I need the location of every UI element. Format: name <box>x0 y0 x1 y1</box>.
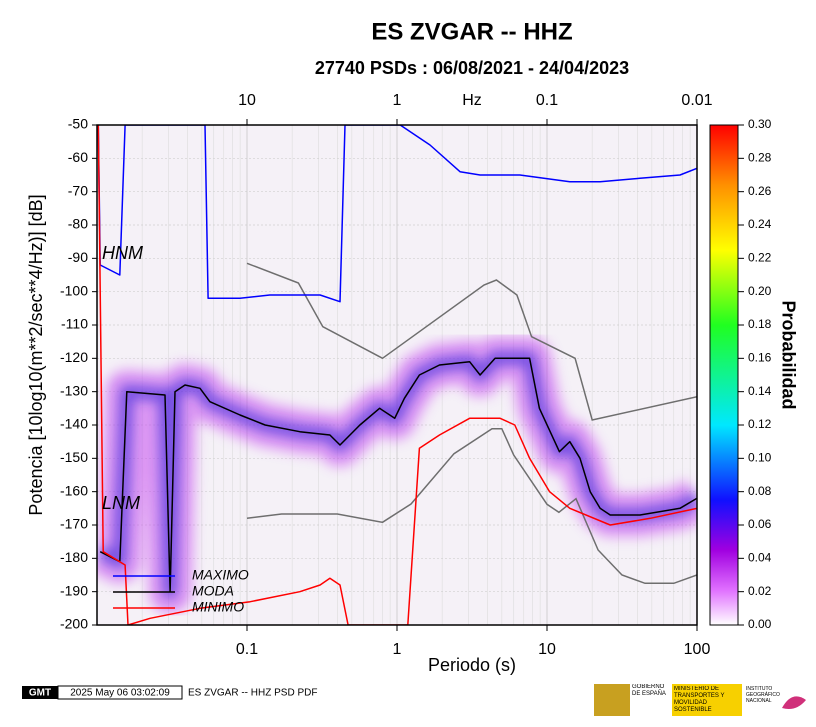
x-tick-label: 10 <box>538 641 556 658</box>
colorbar-tick-label: 0.20 <box>748 284 772 298</box>
y-tick-label: -110 <box>61 316 88 332</box>
top-tick-label: 0.01 <box>681 92 712 109</box>
y-tick-label: -150 <box>60 449 88 465</box>
timestamp: 2025 May 06 03:02:09 <box>70 688 170 699</box>
gov-box: GOBIERNO DE ESPAÑA <box>632 684 666 697</box>
colorbar-tick-label: 0.06 <box>748 517 772 531</box>
y-tick-label: -160 <box>60 482 88 498</box>
gov-text: GOBIERNO DE ESPAÑA <box>632 684 666 697</box>
series-line <box>97 125 697 625</box>
colorbar-tick-label: 0.14 <box>748 384 772 398</box>
series-line <box>99 357 697 593</box>
legend-label: MODA <box>192 583 234 599</box>
y-tick-label: -70 <box>68 182 88 198</box>
colorbar-tick-label: 0.04 <box>748 551 772 565</box>
y-axis-label: Potencia [10log10(m**2/sec**4/Hz)] [dB] <box>26 194 46 515</box>
colorbar-tick-label: 0.24 <box>748 217 772 231</box>
legend-label: MINIMO <box>192 599 244 615</box>
ministry-box: MINISTERIO DE TRANSPORTES Y MOVILIDAD SO… <box>674 686 725 713</box>
chart-title: ES ZVGAR -- HHZ <box>371 18 572 45</box>
timestamp-box <box>57 685 183 700</box>
y-tick-label: -200 <box>60 616 88 632</box>
colorbar-tick-label: 0.26 <box>748 184 772 198</box>
colorbar-tick-label: 0.08 <box>748 484 772 498</box>
y-tick-label: -170 <box>60 516 88 532</box>
ministry-band <box>672 684 742 716</box>
legend-label: MAXIMO <box>192 567 249 583</box>
noise-model <box>246 427 697 585</box>
colorbar-tick-label: 0.22 <box>748 251 772 265</box>
ign-text: INSTITUTO GEOGRÁFICO NACIONAL <box>746 686 780 704</box>
coat-of-arms <box>594 684 630 716</box>
top-tick-label: 10 <box>238 92 256 109</box>
footer: GMT 2025 May 06 03:02:09 ES ZVGAR -- HHZ… <box>22 684 806 716</box>
colorbar-tick-label: 0.12 <box>748 417 772 431</box>
y-tick-label: -180 <box>60 549 88 565</box>
colorbar-tick-label: 0.30 <box>748 117 772 131</box>
y-tick-label: -130 <box>60 382 88 398</box>
y-tick-label: -100 <box>60 282 88 298</box>
top-tick-label: 1 <box>393 92 402 109</box>
colorbar <box>709 124 739 626</box>
y-tick-label: -190 <box>60 582 88 598</box>
plot-area <box>97 125 697 625</box>
hnm-label: HNM <box>102 243 143 263</box>
x-axis-label: Periodo (s) <box>428 655 516 675</box>
series-line <box>97 125 697 303</box>
colorbar-tick-label: 0.02 <box>748 584 772 598</box>
colorbar-label: Probabilidad <box>778 300 798 409</box>
colorbar-tick-label: 0.16 <box>748 351 772 365</box>
colorbar-tick-label: 0.28 <box>748 151 772 165</box>
ign-logo <box>782 696 806 709</box>
y-tick-label: -60 <box>68 149 88 165</box>
footer-caption: ES ZVGAR -- HHZ PSD PDF <box>188 688 317 699</box>
top-axis-label: Hz <box>462 92 482 109</box>
colorbar-tick-label: 0.00 <box>748 617 772 631</box>
top-tick-label: 0.1 <box>536 92 558 109</box>
ministry-text: MINISTERIO DE TRANSPORTES Y MOVILIDAD SO… <box>674 686 725 713</box>
y-tick-label: -120 <box>60 349 88 365</box>
y-tick-label: -80 <box>68 216 88 232</box>
lnm-label: LNM <box>102 493 140 513</box>
gmt-logo: GMT <box>29 688 51 699</box>
colorbar-tick-label: 0.18 <box>748 317 772 331</box>
y-tick-label: -140 <box>60 416 88 432</box>
x-tick-label: 100 <box>684 641 711 658</box>
y-tick-label: -90 <box>68 249 88 265</box>
ign-box: INSTITUTO GEOGRÁFICO NACIONAL <box>746 686 780 704</box>
x-tick-label: 0.1 <box>236 641 258 658</box>
noise-model <box>246 262 697 421</box>
gmt-logo-box <box>22 686 58 699</box>
x-tick-label: 1 <box>393 641 402 658</box>
chart-subtitle: 27740 PSDs : 06/08/2021 - 24/04/2023 <box>315 58 629 78</box>
colorbar-tick-label: 0.10 <box>748 451 772 465</box>
y-tick-label: -50 <box>68 116 88 132</box>
